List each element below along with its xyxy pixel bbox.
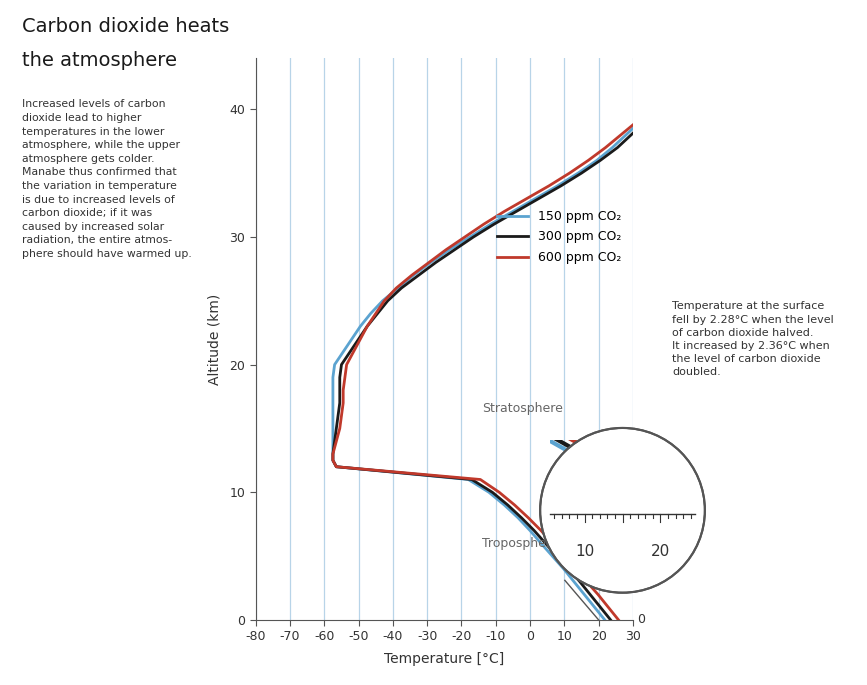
Text: Temperature at the surface
fell by 2.28°C when the level
of carbon dioxide halve: Temperature at the surface fell by 2.28°… — [672, 301, 834, 377]
Text: Increased levels of carbon
dioxide lead to higher
temperatures in the lower
atmo: Increased levels of carbon dioxide lead … — [22, 99, 192, 259]
X-axis label: Temperature [°C]: Temperature [°C] — [384, 651, 505, 666]
Text: 10: 10 — [575, 545, 594, 560]
Text: Stratosphere: Stratosphere — [482, 402, 563, 415]
Text: the atmosphere: the atmosphere — [22, 51, 177, 71]
Text: Troposphere: Troposphere — [482, 537, 558, 550]
Text: 20: 20 — [651, 545, 670, 560]
Text: 0: 0 — [637, 614, 645, 626]
Legend: 150 ppm CO₂, 300 ppm CO₂, 600 ppm CO₂: 150 ppm CO₂, 300 ppm CO₂, 600 ppm CO₂ — [492, 205, 627, 269]
Text: Carbon dioxide heats: Carbon dioxide heats — [22, 17, 229, 36]
Y-axis label: Altitude (km): Altitude (km) — [207, 293, 221, 385]
